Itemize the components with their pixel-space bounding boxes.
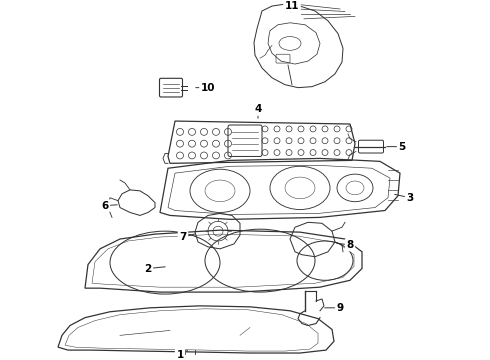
Text: 2: 2 <box>145 264 151 274</box>
Text: 5: 5 <box>398 141 406 152</box>
Text: 6: 6 <box>101 201 109 211</box>
Text: 8: 8 <box>346 240 354 250</box>
Text: 1: 1 <box>176 350 184 360</box>
Text: 11: 11 <box>285 1 299 11</box>
Text: 10: 10 <box>201 83 215 93</box>
Text: 3: 3 <box>406 193 414 203</box>
Text: 9: 9 <box>337 303 343 313</box>
Text: 4: 4 <box>254 104 262 114</box>
Text: 7: 7 <box>179 232 187 242</box>
